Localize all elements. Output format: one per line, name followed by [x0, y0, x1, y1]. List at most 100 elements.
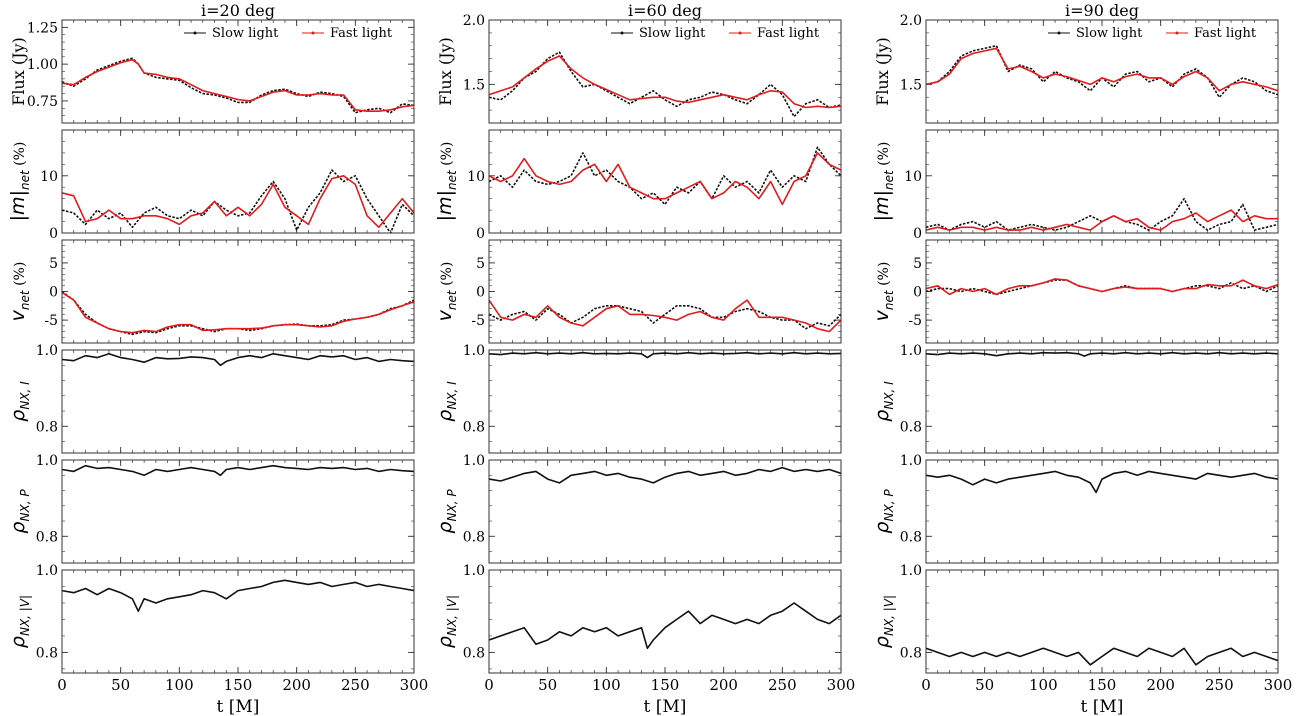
y-axis-label: vnet (%): [434, 262, 459, 322]
series-line-fast-light: [62, 175, 414, 229]
panel-frame: [61, 19, 415, 124]
panel-frame: [488, 239, 842, 344]
y-axis-label: vnet (%): [7, 262, 32, 322]
y-tick-label: 1.0: [900, 343, 922, 359]
y-label-sub: NX, I: [445, 381, 459, 410]
y-axis-label: Flux (Jy): [436, 37, 455, 106]
y-label-sub: NX, P: [18, 489, 32, 522]
y-axis-label: ρNX, |V|: [7, 595, 32, 648]
panel-frame: [488, 349, 842, 454]
panel-r2-c2: -5 0 5 vnet (%): [871, 239, 1279, 344]
series-line-slow-light: [62, 57, 414, 114]
panel-r1-c0: 0 10 |m|net (%): [7, 129, 415, 242]
x-tick-label: 100: [165, 676, 194, 694]
legend: Slow light Fast light: [611, 26, 820, 41]
y-tick-label: 1.0: [463, 563, 485, 579]
series-line-slow-light: [489, 304, 841, 330]
legend-label: Slow light: [212, 26, 279, 41]
y-tick-label: 2.0: [463, 13, 485, 29]
y-axis-label: Flux (Jy): [873, 37, 892, 106]
legend-label: Fast light: [330, 26, 393, 41]
y-axis-label: ρNX, I: [871, 381, 896, 422]
y-axis-label: ρNX, I: [434, 381, 459, 422]
y-axis-label: ρNX, P: [871, 489, 896, 534]
y-tick-label: 0.8: [36, 419, 58, 435]
y-tick-label: 1.0: [463, 453, 485, 469]
x-axis-label: t [M]: [1081, 697, 1124, 716]
panel-r0-c0: 0.75 1.00 1.25 Slow light Fast light Flux (Jy…: [9, 19, 415, 124]
series-line-fast-light: [926, 278, 1278, 296]
series-line-fast-light: [489, 152, 841, 206]
y-label-base: v: [7, 309, 29, 321]
legend-label: Slow light: [1076, 26, 1143, 41]
x-tick-label: 200: [709, 676, 738, 694]
series-line-slow-light: [926, 647, 1278, 666]
series-line-slow-light: [62, 352, 414, 367]
series-line-slow-light: [489, 146, 841, 206]
y-tick-label: 1.0: [36, 563, 58, 579]
panel-frame: [925, 459, 1279, 564]
legend: Slow light Fast light: [184, 26, 393, 41]
series-line-slow-light: [489, 602, 841, 650]
y-tick-label: 0: [913, 285, 922, 301]
series-line-slow-light: [926, 470, 1278, 494]
legend-label: Fast light: [757, 26, 820, 41]
y-label-sub: net: [18, 169, 32, 190]
panel-frame: [61, 349, 415, 454]
y-tick-label: 1.5: [900, 77, 922, 93]
y-tick-label: 5: [476, 256, 485, 272]
series-line-slow-light: [62, 579, 414, 613]
x-tick-label: 100: [1029, 676, 1058, 694]
legend-marker: [1175, 31, 1179, 35]
series-line-fast-light: [926, 47, 1278, 92]
panel-frame: [925, 239, 1279, 344]
y-tick-label: 10: [467, 169, 485, 185]
y-label-base: ρ: [871, 636, 893, 648]
panel-r3-c2: 0.8 1.0 ρNX, I: [871, 343, 1279, 454]
y-tick-label: -5: [908, 313, 922, 329]
panel-frame: [925, 19, 1279, 124]
y-label-sub: NX, |V|: [445, 595, 459, 636]
y-label-sub: NX, I: [882, 381, 896, 410]
column-title: i=60 deg: [628, 1, 702, 20]
y-label-base: ρ: [7, 522, 29, 534]
y-tick-label: 0.8: [36, 645, 58, 661]
panel-frame: [925, 569, 1279, 674]
y-label-base: ρ: [871, 410, 893, 422]
series-line-fast-light: [926, 209, 1278, 231]
y-label-suffix: (%): [12, 262, 28, 291]
series-line-slow-light: [926, 44, 1278, 99]
panel-frame: [488, 459, 842, 564]
y-tick-label: 1.25: [27, 20, 58, 36]
y-label-base: ρ: [7, 410, 29, 422]
y-tick-label: 10: [40, 169, 58, 185]
panel-r3-c1: 0.8 1.0 ρNX, I: [434, 343, 842, 454]
legend-marker: [311, 31, 315, 35]
y-label-base: ρ: [434, 522, 456, 534]
panel-frame: [488, 129, 842, 234]
panel-frame: [488, 569, 842, 674]
y-axis-label: Flux (Jy): [9, 37, 28, 106]
panel-frame: [61, 459, 415, 564]
y-axis-label: |m|net (%): [434, 142, 459, 222]
y-axis-label: |m|net (%): [7, 142, 32, 222]
y-tick-label: 0.8: [463, 529, 485, 545]
legend-label: Slow light: [639, 26, 706, 41]
x-axis-label: t [M]: [644, 697, 687, 716]
y-label-sub: NX, |V|: [882, 595, 896, 636]
y-label-sub: net: [445, 169, 459, 190]
y-axis-label: ρNX, |V|: [871, 595, 896, 648]
y-tick-label: -5: [471, 313, 485, 329]
panel-r1-c1: 0 10 |m|net (%): [434, 129, 842, 242]
y-label-base: v: [434, 309, 456, 321]
series-line-fast-light: [62, 291, 414, 334]
legend-marker: [738, 31, 742, 35]
y-label-sub: net: [882, 289, 896, 310]
panel-frame: [488, 19, 842, 124]
panel-r3-c0: 0.8 1.0 ρNX, I: [7, 343, 415, 454]
panel-frame: [61, 129, 415, 234]
y-label-base: |m|: [871, 190, 893, 221]
y-label-sub: net: [882, 169, 896, 190]
